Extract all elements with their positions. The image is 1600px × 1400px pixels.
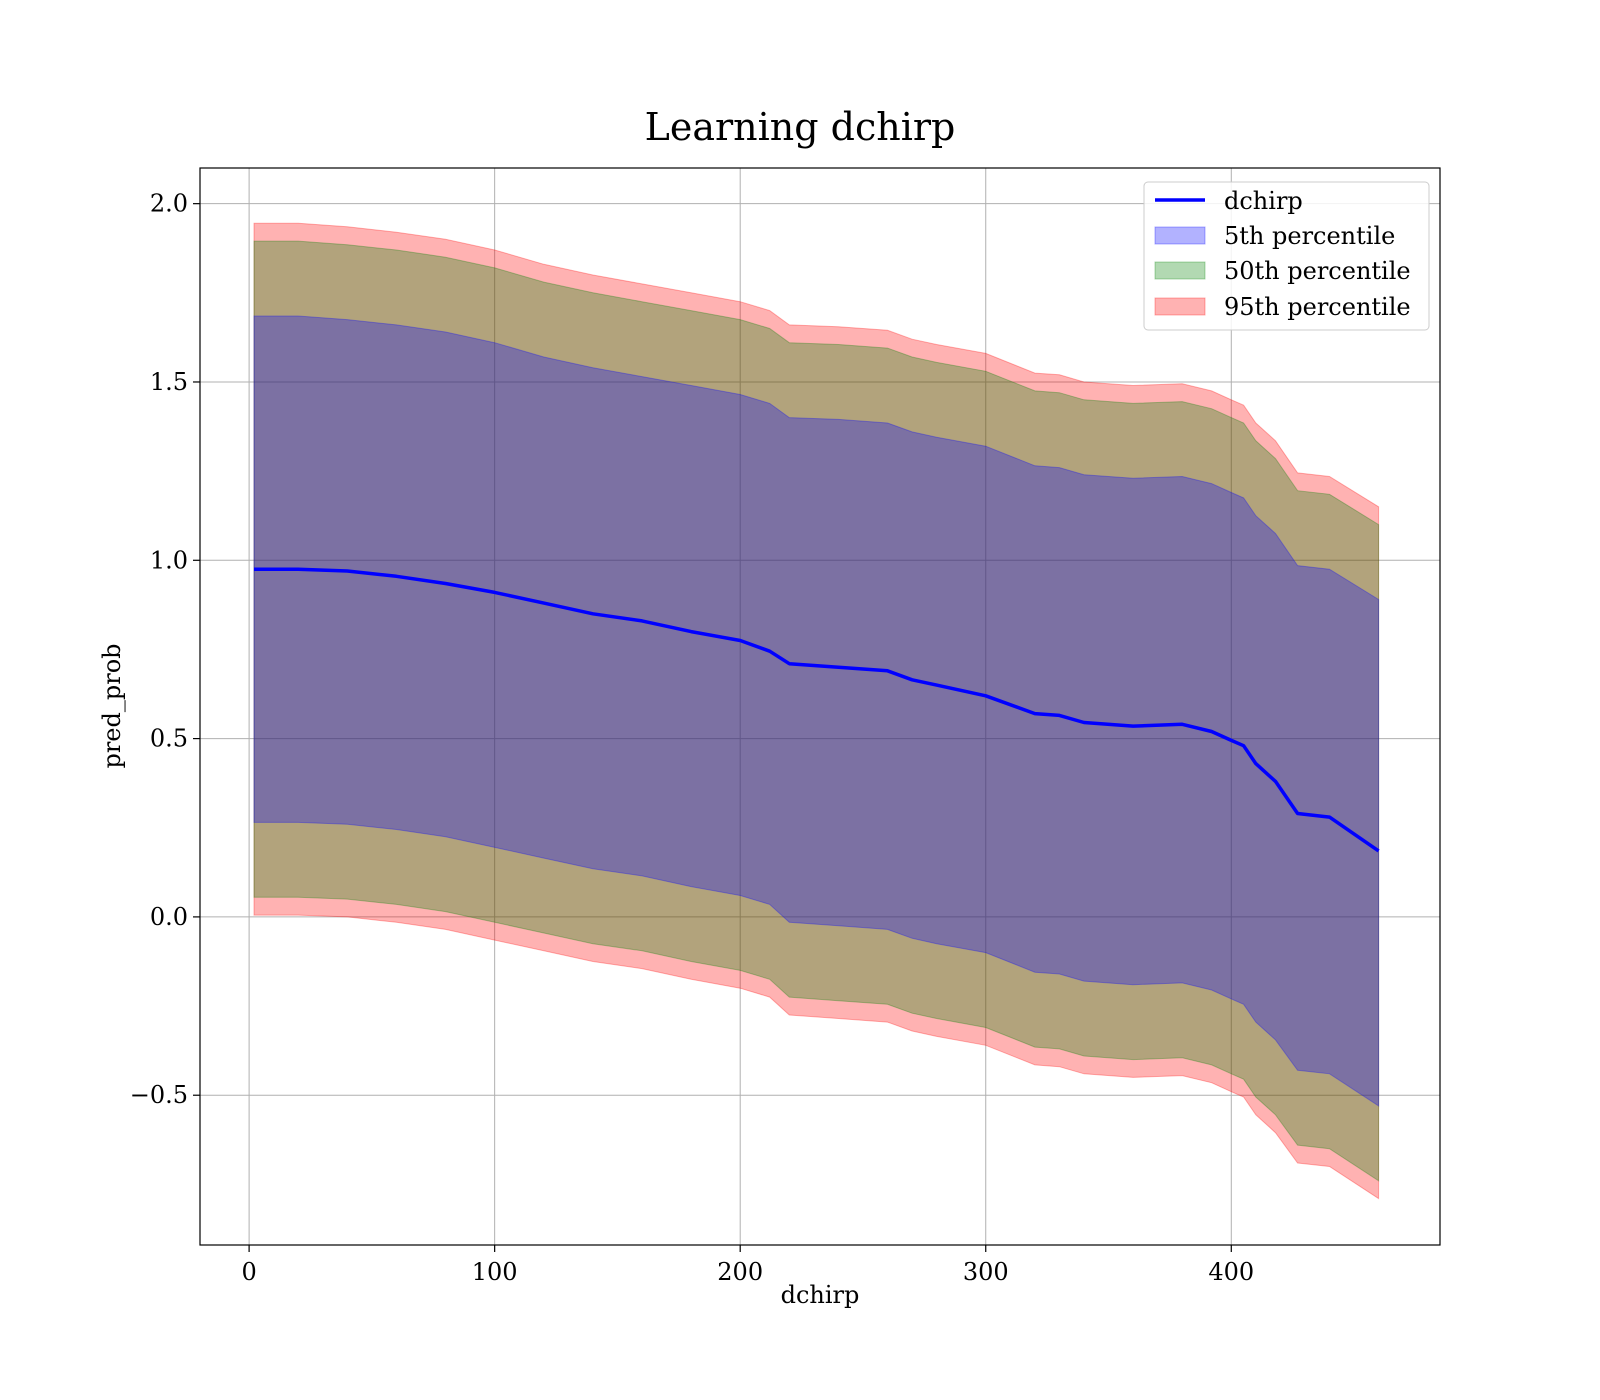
x-tick-label-3: 300	[963, 1258, 1009, 1286]
band-5th	[253, 315, 1380, 1107]
x-tick-label-2: 200	[717, 1258, 763, 1286]
legend-swatch-50th	[1154, 261, 1206, 280]
y-tick-label-2: 0.5	[150, 725, 188, 753]
percentile-bands	[253, 222, 1380, 1200]
chart-title: Learning dchirp	[645, 105, 956, 149]
legend-label-50th: 50th percentile	[1224, 257, 1411, 285]
legend-label-5th: 5th percentile	[1224, 222, 1395, 250]
line-dchirp	[254, 567, 1380, 853]
legend: dchirp 5th percentile 50th percentile 95…	[1143, 181, 1430, 331]
y-tick-label-1: 0.0	[150, 903, 188, 931]
x-axis-label: dchirp	[781, 1281, 860, 1309]
x-tick-label-1: 100	[472, 1258, 518, 1286]
y-tick-label-0: −0.5	[130, 1081, 188, 1109]
y-tick-label-4: 1.5	[150, 368, 188, 396]
band-95th	[253, 222, 1380, 1200]
series-lines	[254, 567, 1380, 853]
y-tick-label-5: 2.0	[150, 190, 188, 218]
legend-label-95th: 95th percentile	[1224, 293, 1411, 321]
x-axis-ticks: 0 100 200 300 400	[241, 1245, 1254, 1286]
x-tick-label-0: 0	[241, 1258, 256, 1286]
y-tick-label-3: 1.0	[150, 546, 188, 574]
band-50th	[253, 240, 1380, 1182]
legend-swatch-95th	[1154, 297, 1206, 316]
legend-label-dchirp: dchirp	[1224, 187, 1303, 215]
legend-box	[1143, 181, 1430, 331]
y-axis-label: pred_prob	[98, 643, 126, 768]
x-tick-label-4: 400	[1208, 1258, 1254, 1286]
plot-frame	[199, 167, 1441, 1246]
y-axis-ticks: −0.5 0.0 0.5 1.0 1.5 2.0	[130, 190, 200, 1109]
legend-swatch-5th	[1154, 226, 1206, 245]
